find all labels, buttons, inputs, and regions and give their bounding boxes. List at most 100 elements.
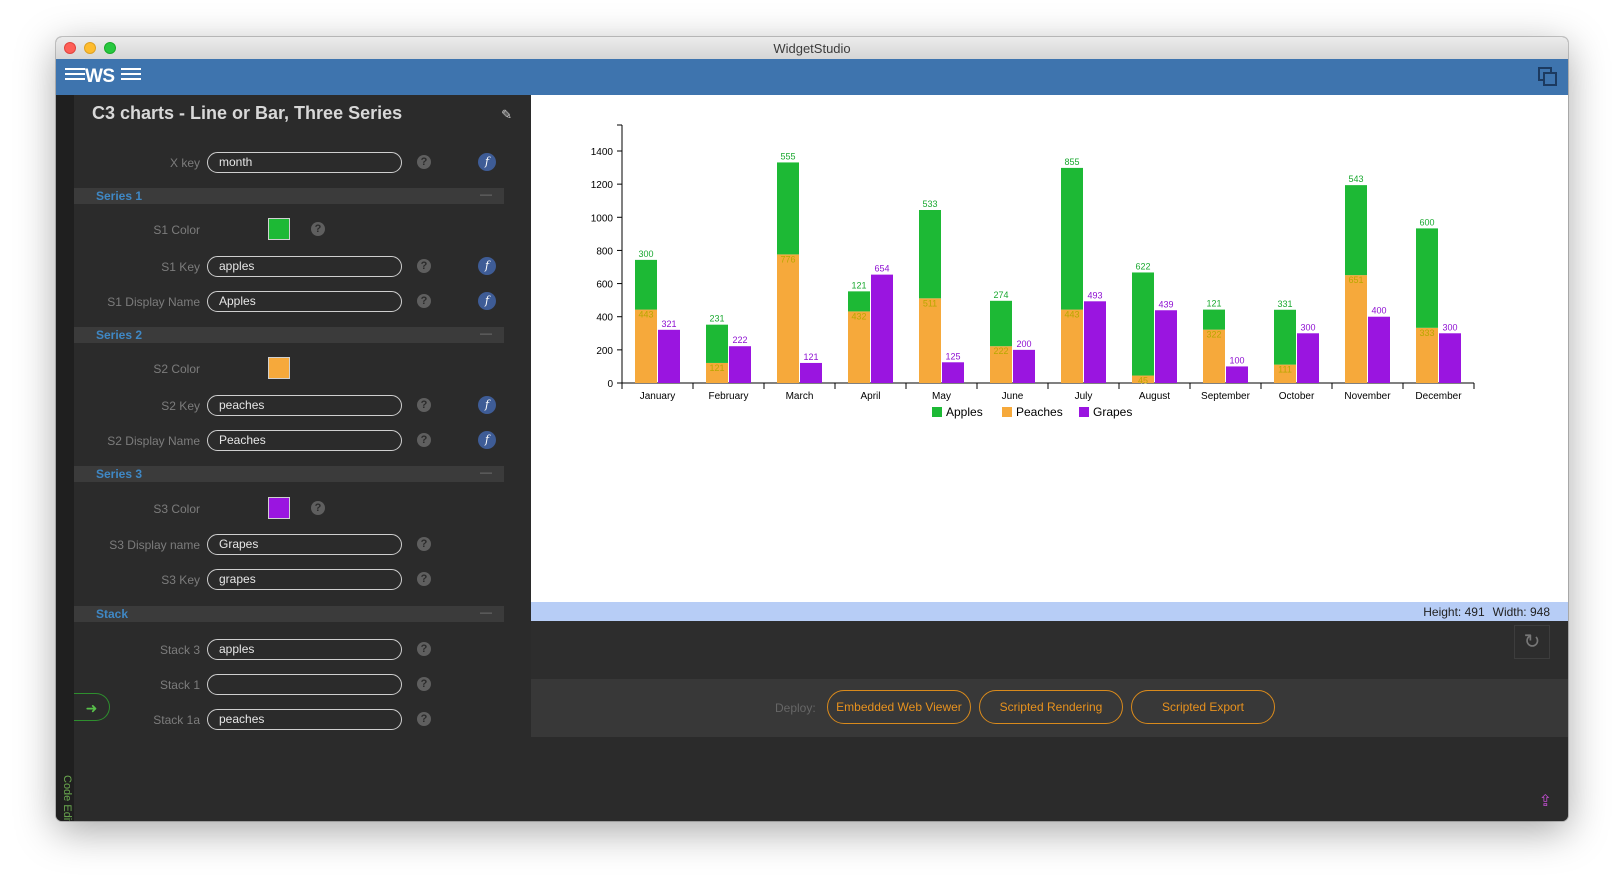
- bar-grapes: [1368, 316, 1390, 383]
- help-icon[interactable]: ?: [417, 537, 431, 551]
- s1-key-label: S1 Key: [161, 260, 200, 274]
- stack1-label: Stack 1: [159, 678, 200, 692]
- s1-key-input[interactable]: apples: [207, 256, 402, 277]
- bar-peaches: [1132, 375, 1154, 383]
- open-code-editor-button[interactable]: ➜: [74, 693, 110, 721]
- s3-color-swatch[interactable]: [268, 497, 290, 519]
- s2-color-swatch[interactable]: [268, 357, 290, 379]
- help-icon[interactable]: ?: [311, 222, 325, 236]
- bar-grapes: [1013, 349, 1035, 383]
- help-icon[interactable]: ?: [417, 155, 431, 169]
- title-bar: WidgetStudio: [56, 37, 1568, 60]
- s2-display-label: S2 Display Name: [107, 434, 200, 448]
- s3-color-row: S3 Color ?: [74, 496, 530, 522]
- series1-section-header[interactable]: Series 1 —: [74, 187, 504, 204]
- help-icon[interactable]: ?: [417, 642, 431, 656]
- edit-pencil-icon[interactable]: ✎: [501, 107, 512, 122]
- app-window: WidgetStudio WS Code Editor C3 charts - …: [56, 37, 1568, 821]
- series3-section-header[interactable]: Series 3 —: [74, 465, 504, 482]
- collapse-icon[interactable]: —: [480, 326, 492, 340]
- help-icon[interactable]: ?: [417, 259, 431, 273]
- collapse-icon[interactable]: —: [480, 605, 492, 619]
- stack-section-header[interactable]: Stack —: [74, 605, 504, 622]
- y-tick-label: 200: [596, 346, 613, 357]
- data-label-grapes: 493: [1087, 290, 1102, 300]
- bar-grapes: [1155, 310, 1177, 383]
- panel-title: C3 charts - Line or Bar, Three Series: [92, 103, 403, 123]
- data-label-peaches: 121: [709, 363, 724, 373]
- collapse-icon[interactable]: —: [480, 187, 492, 201]
- embedded-web-viewer-button[interactable]: Embedded Web Viewer: [827, 690, 971, 724]
- refresh-icon[interactable]: ↻: [1514, 625, 1550, 659]
- data-label-grapes: 400: [1371, 306, 1386, 316]
- help-icon[interactable]: ?: [417, 398, 431, 412]
- data-label-peaches: 322: [1206, 330, 1221, 340]
- function-icon[interactable]: f: [478, 292, 496, 310]
- bar-apples: [1345, 185, 1367, 276]
- s2-display-input[interactable]: Peaches: [207, 430, 402, 451]
- help-icon[interactable]: ?: [417, 294, 431, 308]
- data-label-apples: 543: [1348, 174, 1363, 184]
- s1-display-input[interactable]: Apples: [207, 291, 402, 312]
- s3-key-input[interactable]: grapes: [207, 569, 402, 590]
- scripted-rendering-button[interactable]: Scripted Rendering: [979, 690, 1123, 724]
- function-icon[interactable]: f: [478, 431, 496, 449]
- function-icon[interactable]: f: [478, 153, 496, 171]
- bar-apples: [848, 291, 870, 312]
- data-label-peaches: 432: [851, 311, 866, 321]
- data-label-apples: 331: [1277, 299, 1292, 309]
- minimize-window-button[interactable]: [84, 42, 96, 54]
- help-icon[interactable]: ?: [311, 501, 325, 515]
- xkey-input[interactable]: month: [207, 152, 402, 173]
- bar-apples: [1203, 309, 1225, 330]
- stack1-input[interactable]: [207, 674, 402, 695]
- s3-key-label: S3 Key: [161, 573, 200, 587]
- data-label-grapes: 300: [1442, 322, 1457, 332]
- series2-section-header[interactable]: Series 2 —: [74, 326, 504, 343]
- y-tick-label: 1000: [591, 213, 614, 224]
- stack1a-row: Stack 1a peaches ?: [74, 707, 530, 733]
- scripted-export-button[interactable]: Scripted Export: [1131, 690, 1275, 724]
- bar-peaches: [1416, 327, 1438, 383]
- zoom-window-button[interactable]: [104, 42, 116, 54]
- help-icon[interactable]: ?: [417, 677, 431, 691]
- function-icon[interactable]: f: [478, 396, 496, 414]
- data-label-apples: 600: [1419, 217, 1434, 227]
- data-label-apples: 121: [1206, 299, 1221, 309]
- upload-icon[interactable]: ⇪: [1538, 793, 1552, 810]
- help-icon[interactable]: ?: [417, 712, 431, 726]
- x-tick-label: February: [708, 391, 748, 402]
- data-label-grapes: 125: [945, 351, 960, 361]
- bar-chart: 0 200 400 600 800 1000 1200 1400 January 443 300 32…: [591, 124, 1475, 419]
- help-icon[interactable]: ?: [417, 572, 431, 586]
- bar-apples: [990, 300, 1012, 347]
- bar-apples: [635, 259, 657, 310]
- size-status-bar: Height: 491 Width: 948: [531, 602, 1568, 621]
- s3-display-row: S3 Display name Grapes ?: [74, 532, 530, 558]
- collapse-icon[interactable]: —: [480, 465, 492, 479]
- stack1a-label: Stack 1a: [153, 713, 200, 727]
- x-tick-label: November: [1344, 391, 1391, 402]
- function-icon[interactable]: f: [478, 257, 496, 275]
- data-label-peaches: 651: [1348, 275, 1363, 285]
- data-label-peaches: 222: [993, 346, 1008, 356]
- close-window-button[interactable]: [64, 42, 76, 54]
- y-tick-label: 0: [607, 379, 613, 390]
- bar-peaches: [919, 298, 941, 383]
- bar-grapes: [658, 329, 680, 383]
- legend-label: Apples: [946, 405, 983, 419]
- data-label-apples: 300: [638, 249, 653, 259]
- stack1a-input[interactable]: peaches: [207, 709, 402, 730]
- s1-color-swatch[interactable]: [268, 218, 290, 240]
- app-logo[interactable]: WS: [65, 64, 145, 90]
- data-label-grapes: 439: [1158, 299, 1173, 309]
- help-icon[interactable]: ?: [417, 433, 431, 447]
- code-editor-tab[interactable]: Code Editor: [61, 775, 73, 821]
- s2-key-input[interactable]: peaches: [207, 395, 402, 416]
- window-layout-icon[interactable]: [1538, 67, 1558, 87]
- app-header: WS: [56, 59, 1568, 95]
- bar-peaches: [1274, 364, 1296, 383]
- s3-display-input[interactable]: Grapes: [207, 534, 402, 555]
- stack3-input[interactable]: apples: [207, 639, 402, 660]
- bar-apples: [777, 162, 799, 255]
